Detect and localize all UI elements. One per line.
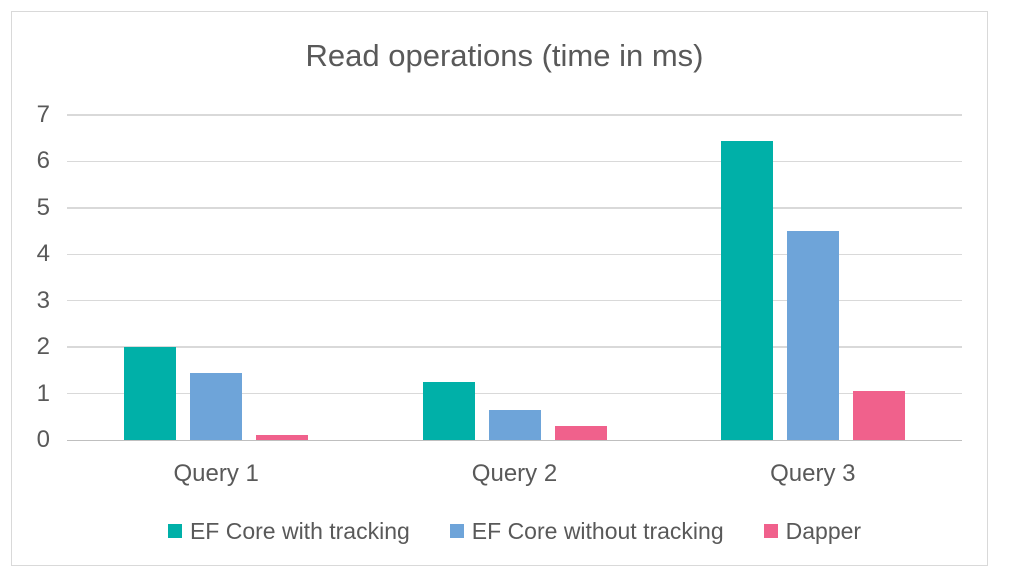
y-tick-label-3: 3 [36, 286, 50, 314]
x-category-label-query-1: Query 1 [173, 460, 259, 487]
x-category-label-query-3: Query 3 [770, 460, 856, 487]
y-tick-label-4: 4 [36, 240, 50, 268]
bar-query-1-dapper [256, 435, 309, 440]
legend-swatch-ef-core-without-tracking [449, 524, 464, 538]
y-tick-label-6: 6 [36, 147, 50, 175]
legend-item-ef-core-without-tracking: EF Core without tracking [449, 517, 724, 545]
y-tick-label-2: 2 [36, 333, 50, 361]
plot-area [67, 114, 962, 441]
y-tick-label-1: 1 [36, 379, 50, 407]
gridline-1 [67, 392, 962, 395]
y-tick-label-0: 0 [36, 426, 50, 453]
bar-query-1-ef-core-with-tracking [124, 347, 177, 440]
legend-swatch-dapper [763, 524, 778, 538]
chart-title: Read operations (time in ms) [305, 38, 704, 73]
legend-label-ef-core-without-tracking: EF Core without tracking [471, 517, 724, 544]
y-tick-label-5: 5 [36, 193, 50, 221]
x-category-label-query-2: Query 2 [471, 460, 558, 487]
gridline-4 [67, 253, 962, 256]
bar-query-2-ef-core-with-tracking [422, 381, 475, 440]
gridline-2 [67, 346, 962, 348]
gridline-6 [67, 160, 962, 163]
legend-swatch-ef-core-with-tracking [167, 524, 182, 538]
bar-query-2-ef-core-without-tracking [488, 409, 541, 440]
bar-query-3-dapper [852, 391, 905, 440]
legend: EF Core with tracking EF Core without tra… [67, 516, 962, 546]
gridline-3 [67, 299, 962, 302]
gridline-5 [67, 207, 962, 209]
bar-query-3-ef-core-with-tracking [720, 140, 773, 440]
bar-query-1-ef-core-without-tracking [190, 372, 243, 440]
legend-label-dapper: Dapper [785, 517, 862, 544]
legend-item-dapper: Dapper [763, 517, 862, 545]
legend-label-ef-core-with-tracking: EF Core with tracking [189, 517, 410, 544]
x-axis-line [67, 439, 962, 441]
gridline-7 [67, 114, 962, 116]
y-tick-label-7: 7 [36, 101, 50, 128]
legend-item-ef-core-with-tracking: EF Core with tracking [167, 517, 410, 545]
bar-query-2-dapper [554, 426, 607, 440]
bar-query-3-ef-core-without-tracking [786, 231, 839, 440]
